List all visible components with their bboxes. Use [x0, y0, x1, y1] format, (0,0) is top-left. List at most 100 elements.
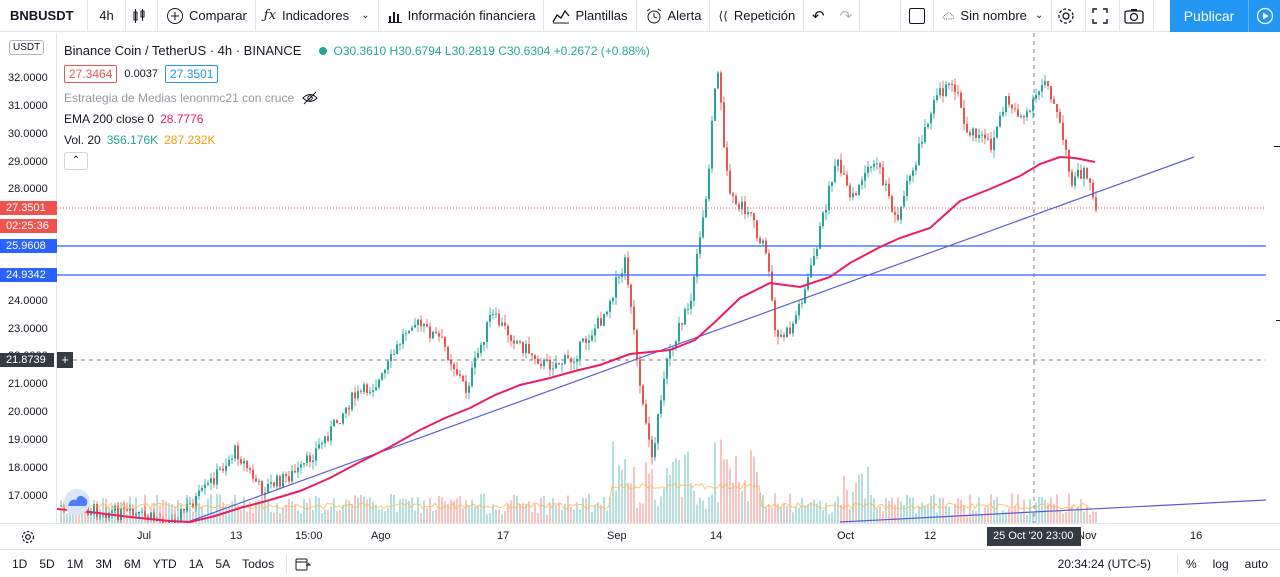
snapshot-button[interactable] [1120, 0, 1155, 32]
bid-price[interactable]: 27.3464 [64, 64, 118, 83]
volume-bar [477, 505, 479, 523]
candle-body [924, 127, 926, 143]
chart-style-button[interactable] [126, 0, 158, 32]
compare-button[interactable]: Comparar [158, 0, 256, 32]
strategy-label[interactable]: Estrategia de Medias lenonmc21 con cruce [64, 90, 295, 105]
candle-body [636, 330, 638, 360]
volume-bar [792, 512, 794, 523]
play-button[interactable] [1248, 0, 1280, 32]
candle-body [663, 378, 665, 401]
symbol-title[interactable]: Binance Coin / TetherUS · 4h · BINANCE [64, 43, 302, 58]
volume-bar [738, 481, 740, 523]
volume-bar [825, 503, 827, 523]
clock-timezone[interactable]: 20:34:24 (UTC-5) [1057, 557, 1151, 571]
range-5y-button[interactable]: 5A [215, 556, 231, 571]
volume-bar [474, 506, 476, 523]
indicators-button[interactable]: ƒx Indicadores ⌄ [256, 0, 379, 32]
volume-bar [396, 512, 398, 523]
gear-icon[interactable] [21, 530, 35, 544]
replay-button[interactable]: ⟨⟨ Repetición [710, 0, 805, 32]
candle-body [651, 439, 653, 458]
volume-bar [342, 504, 344, 523]
volume-bars [60, 439, 1097, 523]
volume-bar [660, 496, 662, 523]
symbol-search[interactable]: BNBUSDT [0, 0, 88, 32]
volume-bar [960, 499, 962, 523]
time-axis[interactable]: Jul 13 15:00 Ago 17 Sep 14 Oct 12 Nov 16… [0, 523, 1280, 549]
range-6m-button[interactable]: 6M [124, 556, 141, 571]
candle-body [432, 331, 434, 339]
volume-bar [240, 509, 242, 523]
candle-body [714, 88, 716, 121]
range-1m-button[interactable]: 1M [66, 556, 84, 571]
currency-badge[interactable]: USDT [9, 40, 45, 55]
candle-body [276, 475, 278, 487]
alert-button[interactable]: Alerta [637, 0, 711, 32]
ema-label[interactable]: EMA 200 close 0 [64, 111, 155, 126]
percent-scale-toggle[interactable]: % [1176, 554, 1205, 574]
range-1d-button[interactable]: 1D [12, 556, 28, 571]
collapse-legend-button[interactable]: ⌃ [64, 151, 88, 170]
volume-bar [897, 497, 899, 523]
fullscreen-layout-button[interactable] [900, 0, 935, 32]
candle-body [129, 508, 131, 511]
volume-bar [519, 503, 521, 523]
candle-body [210, 478, 212, 483]
last-price-tag: 27.3501 [0, 201, 57, 215]
candle-body [843, 173, 845, 175]
layout-name-button[interactable]: Sin nombre ⌄ [934, 0, 1053, 32]
bottom-toolbar: 1D 5D 1M 3M 6M YTD 1A 5A Todos 20:34:24 … [0, 549, 1280, 577]
undo-button[interactable]: ↶ [804, 0, 832, 32]
candle-body [63, 505, 65, 507]
candle-body [891, 196, 893, 212]
volume-bar [564, 503, 566, 523]
volume-bar [399, 499, 401, 523]
fullscreen-button[interactable] [1086, 0, 1121, 32]
range-all-button[interactable]: Todos [242, 556, 275, 571]
volume-bar [249, 502, 251, 523]
goto-date-button[interactable] [286, 553, 312, 574]
candle-body [315, 448, 317, 461]
layout-name-label: Sin nombre [960, 8, 1027, 23]
price-chart[interactable] [57, 33, 1266, 523]
volume-bar [417, 497, 419, 523]
range-3m-button[interactable]: 3M [95, 556, 113, 571]
range-1y-button[interactable]: 1A [188, 556, 204, 571]
volume-bar [834, 501, 836, 523]
candle-body [1095, 197, 1097, 211]
candle-body [1041, 85, 1043, 92]
volume-bar [861, 473, 863, 523]
time-tick: Sep [607, 530, 627, 542]
range-5d-button[interactable]: 5D [39, 556, 55, 571]
candle-body [498, 313, 500, 326]
financial-info-button[interactable]: Información financiera [379, 0, 545, 32]
volume-bar [909, 497, 911, 523]
auto-scale-toggle[interactable]: auto [1244, 557, 1268, 571]
templates-button[interactable]: Plantillas [544, 0, 637, 32]
interval-button[interactable]: 4h [88, 0, 126, 32]
redo-button[interactable]: ↷ [832, 0, 861, 32]
volume-bar [504, 511, 506, 523]
candle-body [396, 344, 398, 355]
candle-body [579, 341, 581, 359]
trendline-lower [839, 499, 1266, 523]
volume-label[interactable]: Vol. 20 [64, 132, 101, 147]
volume-bar [651, 469, 653, 523]
tradingview-logo[interactable] [64, 489, 90, 515]
eye-crossed-icon[interactable] [302, 91, 318, 105]
add-alert-plus-icon[interactable]: + [57, 352, 73, 368]
candle-body [444, 337, 446, 347]
candle-body [474, 357, 476, 368]
candle-body [453, 364, 455, 370]
publish-button[interactable]: Publicar [1170, 0, 1248, 32]
candle-body [552, 368, 554, 370]
settings-button[interactable] [1052, 0, 1087, 32]
price-axis[interactable]: USDT 32.0000 31.0000 30.0000 29.0000 28.… [0, 33, 73, 523]
volume-bar [372, 501, 374, 523]
ask-price[interactable]: 27.3501 [165, 64, 219, 83]
volume-bar [798, 507, 800, 523]
volume-bar [192, 511, 194, 523]
log-scale-toggle[interactable]: log [1212, 557, 1229, 571]
range-ytd-button[interactable]: YTD [152, 556, 177, 571]
volume-bar [1062, 513, 1064, 523]
